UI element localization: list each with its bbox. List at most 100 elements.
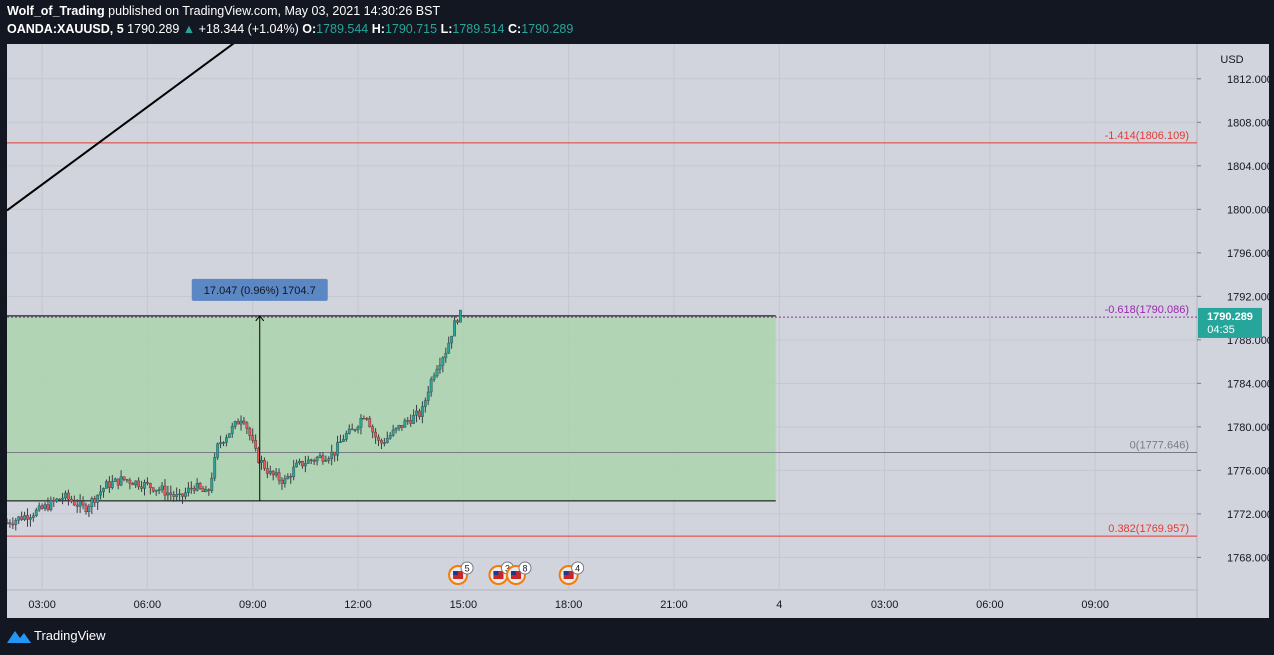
candle-body — [315, 457, 319, 462]
candle-body — [52, 499, 56, 502]
time-axis[interactable]: 03:00 06:00 09:00 12:00 15:00 18:00 21:00 4 03:0… — [28, 599, 1109, 611]
candle-body — [353, 429, 357, 431]
y-tick-label: 1768.000 — [1227, 552, 1269, 564]
candle-body — [359, 417, 363, 428]
us-flag-canton — [453, 571, 459, 575]
candle-body — [403, 420, 407, 428]
candle-body — [93, 498, 97, 503]
x-tick-label: 09:00 — [1081, 599, 1109, 611]
measure-arrow-head — [255, 315, 265, 322]
last-price: 1790.289 — [127, 22, 180, 36]
candle-body — [450, 335, 454, 344]
candle-body — [321, 455, 325, 462]
candle-body — [426, 391, 430, 401]
x-tick-label: 09:00 — [239, 599, 267, 611]
candle-body — [301, 460, 304, 467]
x-tick-label: 15:00 — [450, 599, 478, 611]
event-count-text: 3 — [505, 564, 510, 574]
candle-body — [186, 487, 190, 493]
close-label: C: — [508, 22, 522, 36]
event-count-text: 4 — [575, 564, 580, 574]
event-count-badge — [460, 561, 474, 575]
ohlc-line: OANDA:XAUUSD, 5 1790.289 ▲ +18.344 (+1.0… — [7, 22, 573, 36]
candle-body — [423, 400, 427, 407]
candle-body — [119, 476, 123, 486]
candle-body — [146, 481, 149, 484]
price-range-box — [7, 315, 776, 501]
candle-body — [128, 479, 132, 484]
candle-body — [230, 426, 234, 434]
candle-body — [75, 504, 79, 507]
open-value: 1789.544 — [316, 22, 369, 36]
candle-body — [84, 504, 88, 513]
candle-body — [151, 487, 155, 492]
candle-body — [61, 497, 64, 500]
measure-label-text: 17.047 (0.96%) 1704.7 — [204, 285, 316, 297]
price-chart[interactable]: -1.414(1806.109) -0.618(1790.086) 0(1777.6… — [5, 18, 1273, 618]
candle-body — [20, 516, 24, 520]
candle-body — [78, 500, 82, 507]
candle-body — [280, 479, 284, 484]
candle-body — [137, 480, 141, 487]
currency-label: USD — [1220, 54, 1243, 66]
candle-body — [166, 492, 170, 496]
candle-body — [239, 420, 243, 425]
candle-body — [219, 442, 222, 445]
fib-level-label: 0.382(1769.957) — [1108, 523, 1189, 535]
publish-line: Wolf_of_Trading published on TradingView… — [7, 4, 440, 18]
candle-body — [113, 478, 117, 482]
x-tick-label: 12:00 — [344, 599, 372, 611]
countdown-text: 04:35 — [1207, 324, 1235, 336]
candle-body — [131, 483, 135, 486]
y-tick-label: 1780.000 — [1227, 422, 1269, 434]
candle-body — [224, 437, 228, 443]
candle-body — [441, 357, 445, 366]
measure-layer: 17.047 (0.96%) 1704.7 — [191, 278, 328, 501]
candle-body — [26, 515, 29, 520]
candle-body — [336, 442, 339, 456]
candle-body — [210, 477, 214, 491]
candle-body — [49, 499, 53, 510]
candle-body — [90, 498, 94, 507]
candle-body — [192, 488, 196, 491]
chart-area[interactable]: -1.414(1806.109) -0.618(1790.086) 0(1777.6… — [5, 18, 1273, 618]
symbol-label[interactable]: OANDA:XAUUSD, 5 — [7, 22, 124, 36]
candle-body — [140, 486, 143, 489]
fib-level-label: -0.618(1790.086) — [1105, 304, 1189, 316]
candle-body — [175, 494, 179, 497]
candle-body — [400, 425, 404, 428]
time-axis-background — [7, 590, 1197, 618]
candle-body — [263, 459, 266, 469]
candle-body — [339, 441, 342, 443]
author-name[interactable]: Wolf_of_Trading — [7, 4, 105, 18]
candle-body — [154, 489, 158, 492]
us-flag-canton — [493, 571, 499, 575]
candle-body — [29, 517, 32, 520]
candle-body — [391, 429, 395, 436]
candle-body — [298, 460, 301, 464]
y-tick-label: 1804.000 — [1227, 161, 1269, 173]
candle-body — [134, 480, 138, 486]
price-change: +18.344 (+1.04%) — [198, 22, 299, 36]
candle-body — [254, 440, 258, 449]
x-tick-label: 18:00 — [555, 599, 583, 611]
candle-body — [236, 421, 240, 425]
candle-body — [233, 421, 237, 427]
candle-body — [160, 485, 164, 490]
candle-body — [143, 481, 146, 489]
candle-body — [43, 504, 47, 509]
high-value: 1790.715 — [384, 22, 438, 36]
tradingview-brand[interactable]: TradingView — [34, 628, 106, 643]
tradingview-logo-icon[interactable] — [7, 629, 31, 643]
candle-body — [344, 433, 348, 440]
price-axis[interactable]: USD 1812.000 1808.000 1804.000 1800.000 1796… — [1197, 54, 1273, 564]
candle-body — [172, 494, 176, 497]
candle-body — [195, 483, 199, 491]
candle-body — [365, 418, 369, 420]
y-tick-label: 1808.000 — [1227, 117, 1269, 129]
candle-body — [157, 489, 161, 491]
candle-body — [213, 457, 217, 479]
x-tick-label: 03:00 — [28, 599, 56, 611]
last-price-tag-box — [1198, 307, 1262, 338]
candle-body — [116, 478, 120, 486]
